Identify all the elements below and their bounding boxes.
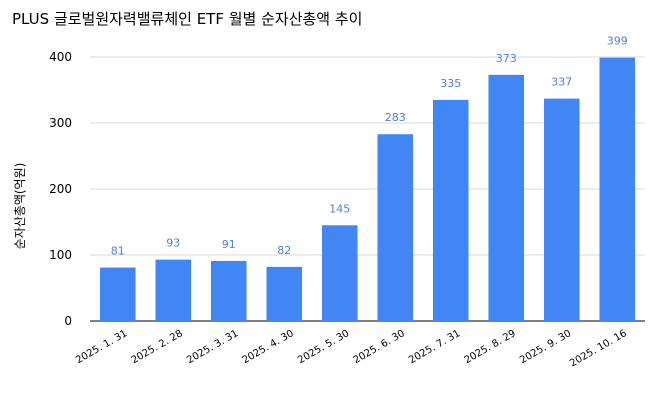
chart-title: PLUS 글로벌원자력밸류체인 ETF 월별 순자산총액 추이 (12, 10, 363, 28)
y-axis-label: 순자산총액(억원) (13, 163, 27, 250)
bar (432, 99, 469, 322)
x-tick-label: 2025. 6. 30 (352, 328, 407, 366)
x-tick-label: 2025. 7. 31 (407, 328, 462, 366)
x-tick-label: 2025. 2. 28 (130, 328, 185, 366)
bar (543, 98, 580, 321)
data-label: 81 (111, 245, 125, 258)
x-tick-label: 2025. 10. 16 (568, 328, 629, 369)
bar (210, 260, 247, 321)
y-tick-label: 400 (49, 50, 72, 64)
bar (99, 267, 136, 321)
data-label: 82 (277, 244, 291, 257)
x-axis-ticks: 2025. 1. 31 2025. 2. 28 2025. 3. 31 2025. 4… (74, 328, 629, 369)
data-label: 91 (222, 238, 236, 251)
data-label: 335 (440, 77, 461, 90)
x-tick-label: 2025. 8. 29 (463, 328, 518, 366)
y-axis-ticks: 0 100 200 300 400 (49, 50, 72, 328)
data-label: 145 (329, 202, 350, 215)
x-tick-label: 2025. 5. 30 (296, 328, 351, 366)
bar (266, 266, 303, 321)
bar (599, 57, 636, 321)
y-tick-label: 200 (49, 182, 72, 196)
bar (155, 259, 192, 321)
y-tick-label: 100 (49, 248, 72, 262)
data-label: 373 (496, 52, 517, 65)
data-label: 399 (607, 35, 628, 48)
bars (99, 57, 636, 322)
x-tick-label: 2025. 1. 31 (74, 328, 129, 366)
data-labels: 81 93 91 82 145 283 335 373 337 399 (111, 35, 628, 258)
bar (488, 74, 525, 321)
x-tick-label: 2025. 9. 30 (518, 328, 573, 366)
data-label: 337 (551, 76, 572, 89)
x-tick-label: 2025. 4. 30 (241, 328, 296, 366)
data-label: 93 (166, 237, 180, 250)
bar (377, 134, 414, 321)
y-tick-label: 300 (49, 116, 72, 130)
y-tick-label: 0 (64, 314, 72, 328)
bar (321, 225, 358, 321)
data-label: 283 (385, 111, 406, 124)
x-tick-label: 2025. 3. 31 (185, 328, 240, 366)
